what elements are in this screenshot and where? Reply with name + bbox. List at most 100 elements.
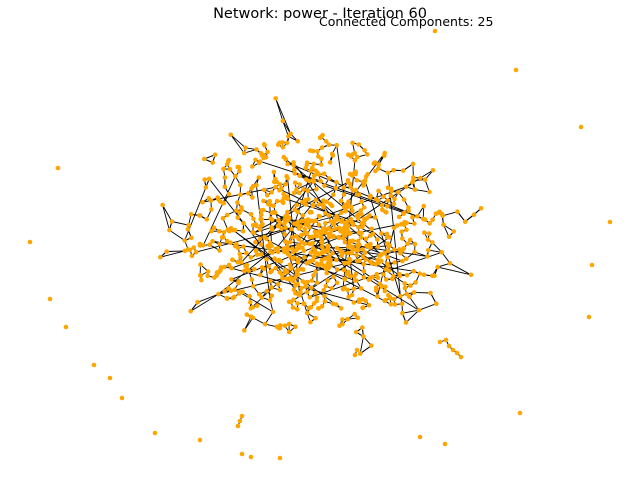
graph-node bbox=[304, 160, 310, 165]
graph-node bbox=[268, 278, 273, 284]
graph-node bbox=[237, 289, 242, 295]
graph-node bbox=[351, 286, 357, 292]
graph-node bbox=[216, 228, 222, 234]
graph-node bbox=[352, 150, 358, 156]
graph-node bbox=[221, 200, 226, 206]
graph-node bbox=[224, 296, 230, 302]
graph-node bbox=[316, 306, 322, 311]
graph-node bbox=[370, 231, 376, 237]
graph-node bbox=[313, 290, 318, 296]
graph-node bbox=[430, 240, 435, 245]
graph-node bbox=[294, 222, 300, 227]
graph-node bbox=[182, 248, 188, 254]
graph-node bbox=[356, 225, 361, 230]
graph-node bbox=[188, 308, 193, 314]
graph-node bbox=[442, 441, 448, 447]
graph-node bbox=[288, 275, 293, 281]
graph-node bbox=[197, 437, 203, 443]
graph-node bbox=[230, 257, 235, 263]
graph-node bbox=[209, 228, 214, 234]
graph-node bbox=[229, 277, 234, 282]
graph-node bbox=[399, 247, 405, 253]
graph-node bbox=[338, 306, 344, 311]
graph-node bbox=[385, 204, 390, 209]
graph-node bbox=[276, 281, 281, 287]
graph-node bbox=[27, 239, 33, 245]
graph-node bbox=[275, 223, 281, 229]
graph-edge bbox=[166, 250, 185, 252]
graph-node bbox=[422, 230, 427, 235]
graph-node bbox=[207, 242, 212, 247]
graph-node bbox=[272, 210, 278, 216]
graph-node bbox=[304, 261, 310, 266]
graph-node bbox=[315, 262, 321, 268]
graph-node bbox=[250, 315, 256, 321]
graph-node bbox=[415, 214, 420, 219]
graph-node bbox=[341, 185, 347, 190]
graph-node bbox=[294, 202, 299, 208]
graph-node bbox=[376, 162, 381, 167]
graph-node bbox=[363, 236, 369, 241]
graph-node bbox=[400, 236, 405, 241]
graph-node bbox=[208, 198, 214, 203]
graph-node bbox=[391, 296, 397, 302]
graph-node bbox=[360, 254, 366, 259]
graph-node bbox=[228, 226, 234, 231]
graph-node bbox=[250, 229, 256, 235]
graph-node bbox=[441, 222, 446, 228]
graph-edge bbox=[296, 181, 314, 190]
graph-node bbox=[293, 324, 298, 330]
graph-node bbox=[330, 221, 336, 226]
graph-node bbox=[291, 190, 297, 196]
graph-node bbox=[412, 241, 418, 247]
graph-node bbox=[301, 187, 306, 192]
graph-node bbox=[347, 238, 353, 244]
graph-node bbox=[239, 413, 245, 419]
graph-node bbox=[382, 288, 388, 294]
graph-node bbox=[238, 182, 243, 188]
graph-edge bbox=[162, 204, 170, 231]
graph-node bbox=[392, 260, 397, 265]
graph-node bbox=[369, 343, 374, 348]
graph-node bbox=[397, 273, 403, 279]
graph-node bbox=[241, 150, 247, 156]
graph-node bbox=[289, 226, 295, 232]
graph-node bbox=[342, 277, 348, 282]
graph-node bbox=[158, 254, 163, 260]
graph-node bbox=[346, 152, 351, 157]
graph-node bbox=[357, 192, 362, 197]
graph-node bbox=[346, 256, 352, 262]
graph-node bbox=[372, 215, 378, 220]
graph-node bbox=[385, 185, 391, 190]
graph-node bbox=[191, 245, 197, 250]
graph-edge bbox=[255, 185, 271, 301]
graph-node bbox=[282, 217, 288, 222]
graph-node bbox=[360, 325, 365, 330]
graph-node bbox=[353, 169, 359, 175]
graph-node bbox=[264, 192, 270, 198]
graph-node bbox=[450, 347, 456, 353]
graph-node bbox=[418, 175, 423, 181]
graph-node bbox=[398, 293, 403, 299]
graph-node bbox=[258, 272, 263, 278]
graph-node bbox=[355, 154, 360, 160]
graph-node bbox=[421, 203, 427, 209]
graph-node bbox=[238, 192, 243, 197]
graph-node bbox=[346, 199, 351, 204]
graph-node bbox=[198, 262, 203, 267]
graph-node bbox=[188, 212, 194, 217]
graph-node bbox=[373, 168, 378, 174]
graph-node bbox=[299, 232, 304, 238]
graph-node bbox=[269, 293, 275, 299]
graph-node bbox=[285, 161, 290, 167]
graph-node bbox=[189, 253, 195, 259]
graph-node bbox=[205, 269, 211, 274]
graph-node bbox=[437, 339, 443, 345]
graph-node bbox=[371, 161, 377, 166]
graph-node bbox=[277, 455, 283, 461]
graph-node bbox=[346, 260, 351, 266]
graph-node bbox=[47, 296, 53, 302]
graph-node bbox=[282, 249, 287, 255]
graph-edge bbox=[282, 120, 289, 137]
graph-node bbox=[362, 148, 367, 153]
